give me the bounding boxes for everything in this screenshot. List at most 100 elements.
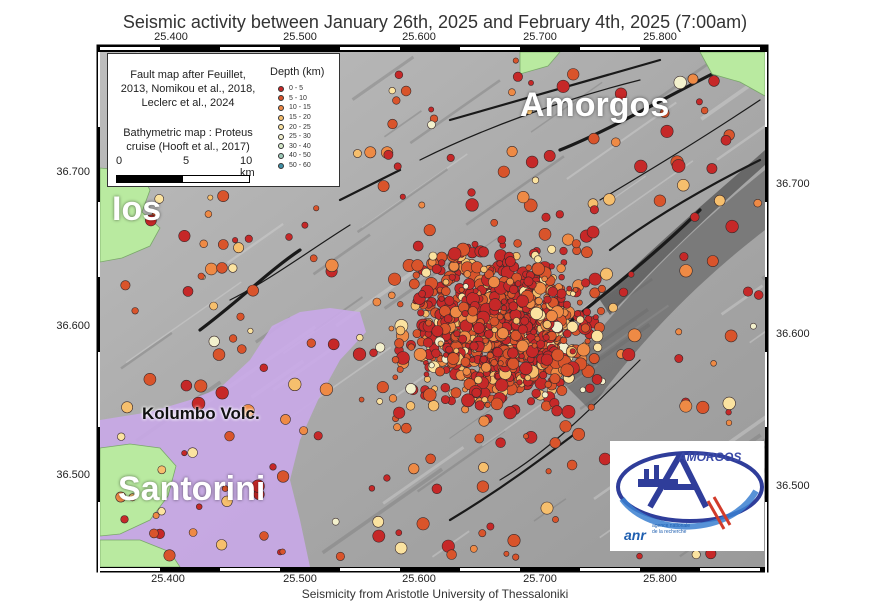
- earthquake-marker: [460, 357, 471, 367]
- earthquake-marker: [335, 551, 345, 561]
- earthquake-marker: [425, 453, 436, 464]
- earthquake-marker: [488, 298, 502, 312]
- earthquake-marker: [364, 146, 377, 159]
- earthquake-marker: [541, 391, 549, 399]
- earthquake-marker: [687, 73, 699, 85]
- earthquake-marker: [408, 463, 420, 475]
- earthquake-marker: [588, 132, 600, 145]
- earthquake-marker: [423, 224, 436, 237]
- depth-label: 5 - 10: [289, 94, 307, 102]
- depth-legend-title: Depth (km): [270, 66, 325, 78]
- earthquake-marker: [131, 307, 139, 315]
- earthquake-marker: [622, 348, 636, 362]
- earthquake-marker: [388, 325, 395, 332]
- earthquake-marker: [489, 316, 500, 327]
- earthquake-marker: [524, 374, 531, 381]
- earthquake-marker: [178, 230, 191, 243]
- earthquake-marker: [462, 367, 471, 376]
- earthquake-marker: [523, 198, 538, 213]
- credit-line: cruise (Hooft et al., 2017): [126, 141, 250, 153]
- earthquake-marker: [407, 343, 415, 351]
- earthquake-marker: [207, 194, 214, 201]
- earthquake-marker: [438, 295, 445, 302]
- earthquake-marker: [392, 96, 401, 105]
- earthquake-marker: [525, 264, 532, 271]
- earthquake-marker: [636, 552, 643, 560]
- earthquake-marker: [325, 258, 339, 273]
- earthquake-marker: [353, 149, 362, 158]
- earthquake-marker: [506, 277, 514, 286]
- earthquake-marker: [576, 299, 583, 306]
- earthquake-marker: [543, 149, 556, 162]
- earthquake-marker: [237, 344, 247, 354]
- earthquake-marker: [209, 301, 218, 311]
- earthquake-marker: [679, 264, 693, 278]
- earthquake-marker: [204, 210, 213, 218]
- amorgos-logo: AMORGOS anr agence nationale de la reche…: [610, 441, 764, 551]
- earthquake-marker: [199, 239, 208, 249]
- lon-tick-top-1: 25.400: [154, 31, 188, 43]
- earthquake-marker: [259, 363, 268, 372]
- earthquake-marker: [567, 68, 580, 81]
- earthquake-marker: [115, 491, 127, 503]
- earthquake-marker: [427, 120, 436, 130]
- earthquake-marker: [408, 278, 420, 290]
- earthquake-marker: [438, 259, 446, 267]
- earthquake-marker: [232, 237, 239, 244]
- earthquake-marker: [691, 550, 701, 560]
- earthquake-marker: [526, 397, 535, 406]
- earthquake-marker: [548, 263, 555, 270]
- earthquake-marker: [700, 106, 709, 115]
- earthquake-marker: [507, 357, 520, 370]
- depth-swatch: [278, 133, 284, 140]
- earthquake-marker: [542, 333, 550, 341]
- earthquake-marker: [614, 87, 628, 100]
- earthquake-marker: [488, 276, 500, 288]
- map-footer: Seismicity from Aristotle University of …: [301, 587, 569, 601]
- earthquake-marker: [540, 353, 553, 366]
- earthquake-marker: [442, 278, 450, 286]
- earthquake-marker: [480, 265, 488, 274]
- santorini-island: [100, 443, 177, 537]
- earthquake-marker: [556, 385, 568, 396]
- earthquake-marker: [549, 437, 561, 449]
- earthquake-marker: [753, 290, 764, 300]
- lat-tick-left-2: 36.600: [56, 320, 90, 332]
- earthquake-marker: [448, 273, 456, 281]
- earthquake-marker: [660, 124, 674, 138]
- earthquake-marker: [572, 286, 579, 293]
- depth-swatch: [278, 114, 284, 121]
- legend-box: Fault map after Feuillet, 2013, Nomikou …: [107, 53, 340, 187]
- earthquake-marker: [228, 263, 238, 273]
- earthquake-marker: [182, 286, 194, 297]
- lat-tick-right-1: 36.700: [776, 178, 810, 190]
- earthquake-marker: [117, 432, 126, 441]
- earthquake-marker: [516, 339, 529, 353]
- earthquake-marker: [395, 529, 403, 537]
- earthquake-marker: [588, 353, 600, 364]
- earthquake-marker: [571, 239, 581, 249]
- logo-graphic: [616, 451, 764, 530]
- logo-name: AMORGOS: [678, 450, 742, 464]
- earthquake-marker: [377, 180, 390, 192]
- earthquake-marker: [392, 374, 399, 381]
- earthquake-marker: [725, 419, 733, 426]
- earthquake-marker: [444, 295, 455, 306]
- depth-legend-item: 30 - 40: [278, 142, 311, 152]
- earthquake-marker: [566, 459, 578, 471]
- earthquake-marker: [478, 462, 489, 473]
- scale-bar: [116, 175, 250, 183]
- depth-swatch: [278, 124, 284, 131]
- earthquake-marker: [443, 352, 449, 358]
- earthquake-marker: [440, 395, 450, 404]
- earthquake-marker: [653, 194, 667, 207]
- earthquake-marker: [563, 329, 572, 338]
- map-title: Seismic activity between January 26th, 2…: [122, 12, 748, 32]
- earthquake-marker: [387, 118, 398, 130]
- earthquake-marker: [128, 493, 137, 502]
- depth-legend-item: 15 - 20: [278, 113, 311, 123]
- earthquake-marker: [530, 328, 537, 336]
- earthquake-marker: [279, 548, 286, 555]
- earthquake-marker: [481, 396, 489, 404]
- earthquake-marker: [259, 531, 269, 541]
